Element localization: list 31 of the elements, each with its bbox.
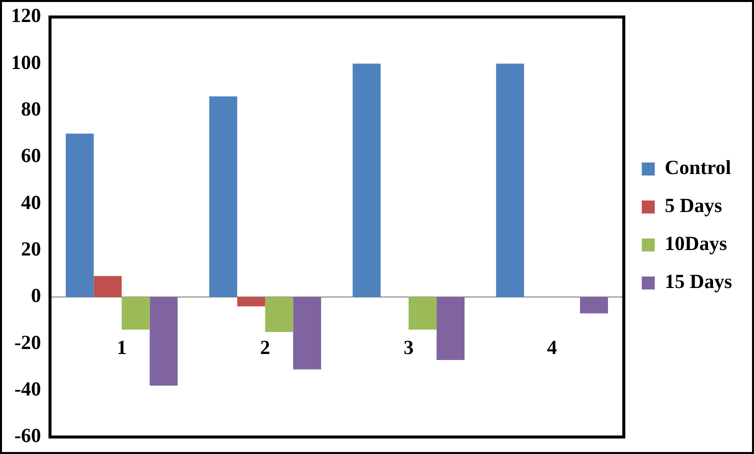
y-tick-label: 60 [21, 145, 41, 168]
legend-label: Control [664, 157, 732, 180]
bar [580, 297, 608, 314]
bar [265, 297, 294, 332]
legend-label: 15 Days [664, 271, 732, 294]
legend-label: 5 Days [664, 195, 722, 218]
x-tick-label: 4 [547, 337, 558, 360]
bar [408, 297, 437, 330]
bar [293, 297, 322, 370]
bar [122, 297, 150, 330]
y-tick-label: 20 [21, 238, 41, 261]
legend-label: 10Days [664, 233, 728, 256]
bar [237, 297, 266, 306]
bar [150, 297, 178, 386]
x-tick-label: 1 [116, 337, 127, 360]
y-tick-label: -40 [14, 378, 41, 401]
x-tick-label: 2 [260, 337, 270, 360]
y-tick-label: 0 [31, 285, 41, 308]
y-tick-label: 80 [21, 98, 41, 121]
y-tick-label: 100 [11, 52, 41, 74]
bar [94, 276, 122, 297]
y-tick-label: 40 [21, 192, 41, 214]
bar [436, 297, 465, 360]
y-tick-label: -60 [14, 425, 41, 448]
bar [496, 64, 524, 297]
bar [352, 64, 381, 297]
bar [209, 96, 238, 297]
x-tick-label: 3 [404, 337, 414, 360]
y-tick-label: 120 [11, 5, 41, 28]
bar [66, 134, 94, 297]
y-tick-label: -20 [14, 332, 41, 354]
